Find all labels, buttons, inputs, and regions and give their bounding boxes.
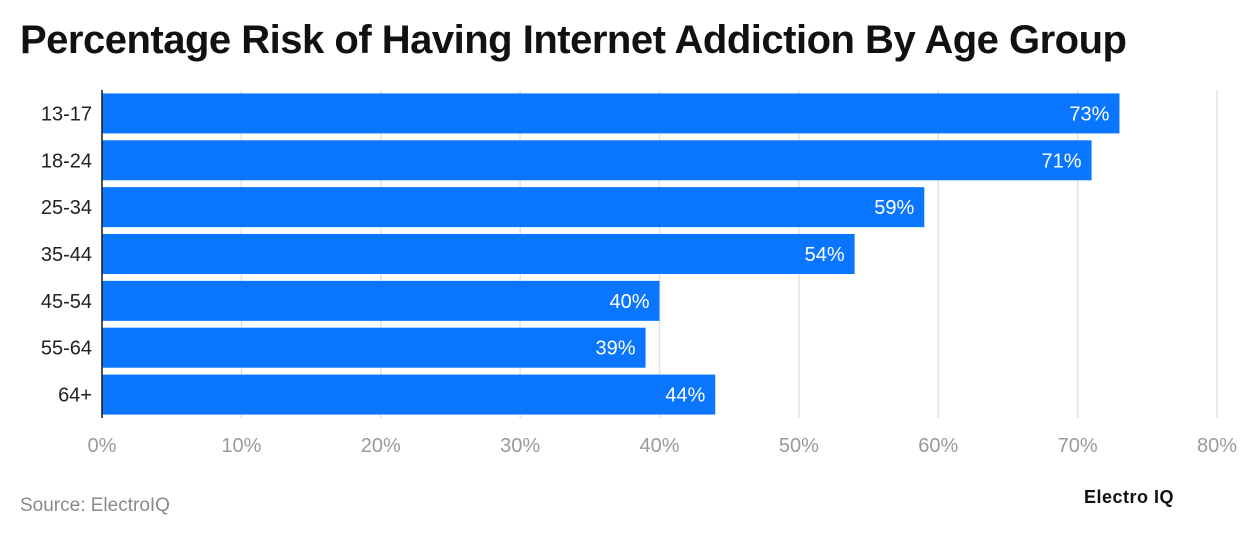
bar-value-label: 44% bbox=[665, 385, 705, 407]
bar bbox=[102, 187, 925, 228]
x-tick-label: 30% bbox=[500, 435, 540, 457]
bar bbox=[102, 374, 716, 415]
x-tick-label: 40% bbox=[639, 435, 679, 457]
y-category-label: 35-44 bbox=[41, 244, 92, 266]
bar bbox=[102, 140, 1092, 181]
x-tick-label: 80% bbox=[1197, 435, 1237, 457]
x-tick-label: 60% bbox=[918, 435, 958, 457]
y-category-label: 18-24 bbox=[41, 150, 92, 172]
x-tick-label: 0% bbox=[88, 435, 117, 457]
bar bbox=[102, 280, 660, 321]
x-tick-label: 70% bbox=[1058, 435, 1098, 457]
y-category-label: 13-17 bbox=[41, 103, 92, 125]
bar-value-label: 59% bbox=[874, 197, 914, 219]
y-category-label: 64+ bbox=[58, 385, 92, 407]
bar-value-label: 39% bbox=[596, 338, 636, 360]
bar-value-label: 71% bbox=[1042, 150, 1082, 172]
bars bbox=[101, 90, 1120, 418]
x-tick-label: 10% bbox=[221, 435, 261, 457]
x-tick-label: 20% bbox=[361, 435, 401, 457]
brand-logo: Electro IQ bbox=[1084, 487, 1175, 507]
y-category-label: 45-54 bbox=[41, 291, 92, 313]
bar-value-label: 54% bbox=[805, 244, 845, 266]
bar-value-label: 73% bbox=[1069, 103, 1109, 125]
bar bbox=[102, 234, 855, 274]
source-note: Source: ElectroIQ bbox=[20, 495, 170, 516]
bar bbox=[102, 93, 1120, 134]
y-category-label: 55-64 bbox=[41, 338, 92, 360]
chart-title: Percentage Risk of Having Internet Addic… bbox=[20, 18, 1127, 62]
bar-value-label: 40% bbox=[609, 291, 649, 313]
bar bbox=[102, 327, 646, 368]
labels: 0% 10% 20% 30% 40% 50% 60% 70% 80% 13-17 73% 18-24 7… bbox=[41, 103, 1237, 457]
x-tick-label: 50% bbox=[779, 435, 819, 457]
y-category-label: 25-34 bbox=[41, 197, 92, 219]
